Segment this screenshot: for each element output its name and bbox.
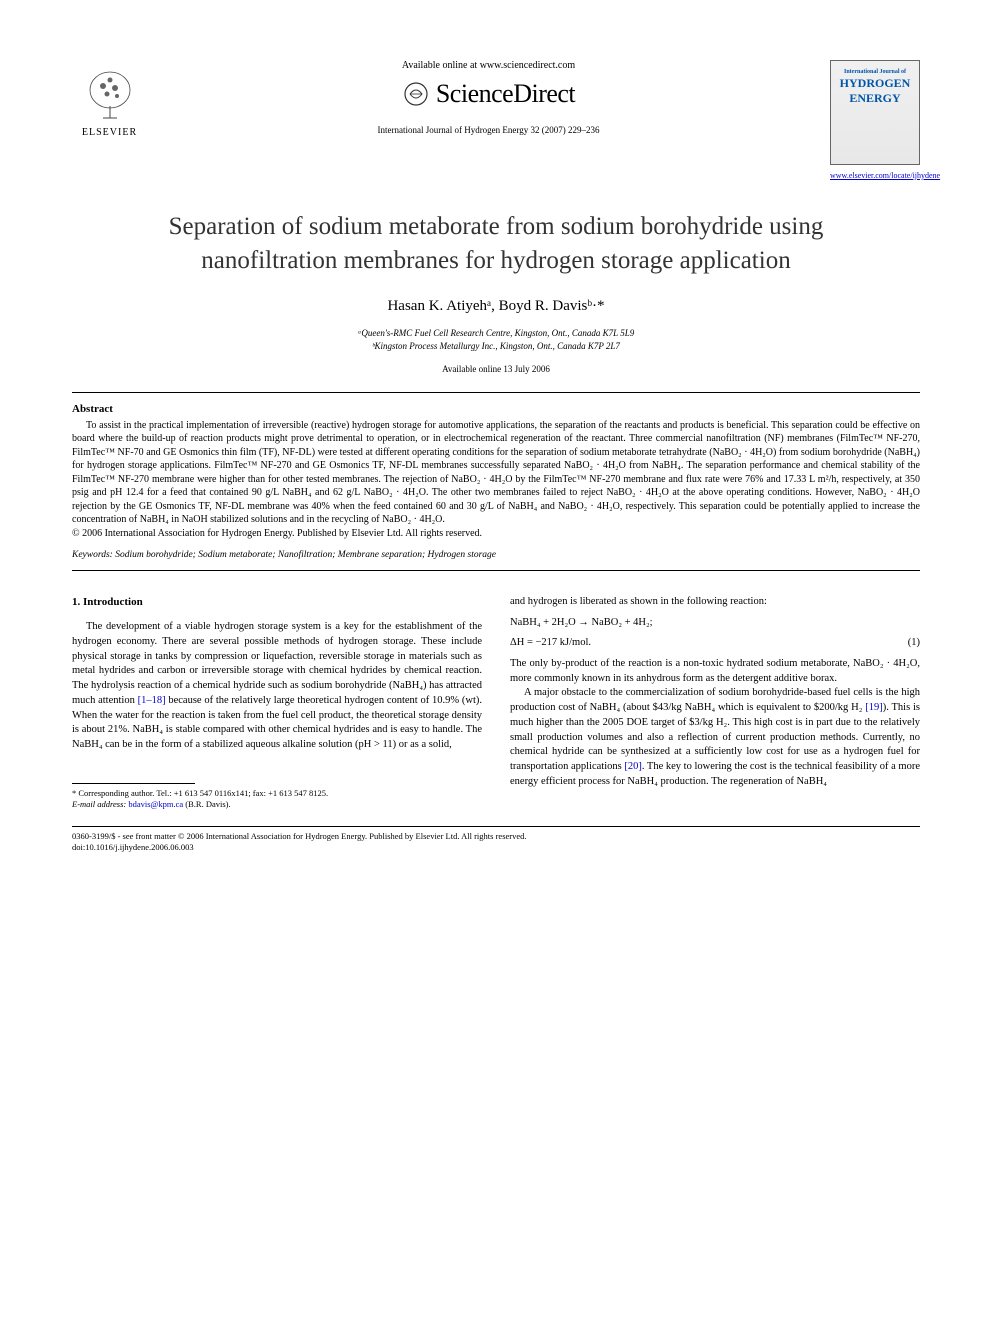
body-columns: 1. Introduction The development of a via… (72, 595, 920, 810)
paper-header: ELSEVIER Available online at www.science… (72, 60, 920, 180)
ref-link-20[interactable]: [20] (624, 761, 642, 772)
article-title: Separation of sodium metaborate from sod… (72, 210, 920, 278)
col2-para2: A major obstacle to the commercializatio… (510, 686, 920, 789)
corr-email: E-mail address: bdavis@kpm.ca (B.R. Davi… (72, 799, 482, 810)
journal-citation: International Journal of Hydrogen Energy… (167, 125, 810, 135)
abstract-copyright: © 2006 International Association for Hyd… (72, 528, 482, 539)
available-online-text: Available online at www.sciencedirect.co… (167, 60, 810, 71)
journal-cover: International Journal of HYDROGEN ENERGY… (830, 60, 920, 180)
footnote-separator (72, 783, 195, 784)
journal-cover-line2: HYDROGEN (840, 76, 911, 90)
journal-cover-line1: International Journal of (844, 69, 906, 76)
ref-link-1-18[interactable]: [1–18] (138, 695, 166, 706)
affiliations: ᵃQueen's-RMC Fuel Cell Research Centre, … (72, 327, 920, 354)
affiliation-b: ᵇKingston Process Metallurgy Inc., Kings… (72, 340, 920, 354)
journal-cover-line3: ENERGY (849, 91, 900, 105)
equation-1: NaBH₄ + 2H₂O → NaBO₂ + 4H₂; (510, 616, 920, 631)
abstract-text: To assist in the practical implementatio… (72, 419, 920, 541)
keywords-text: Sodium borohydride; Sodium metaborate; N… (113, 550, 496, 560)
ref-link-19[interactable]: [19] (865, 702, 883, 713)
sciencedirect-name: ScienceDirect (436, 79, 575, 109)
equation-2: ΔH = −217 kJ/mol. (1) (510, 636, 920, 651)
footer-separator (72, 826, 920, 827)
col2-para1: The only by-product of the reaction is a… (510, 657, 920, 686)
publisher-name: ELSEVIER (82, 127, 137, 138)
corresponding-footnote: * Corresponding author. Tel.: +1 613 547… (72, 788, 482, 810)
intro-paragraph-1: The development of a viable hydrogen sto… (72, 620, 482, 752)
center-header: Available online at www.sciencedirect.co… (147, 60, 830, 135)
equation-2-number: (1) (908, 636, 920, 651)
sciencedirect-icon (402, 80, 430, 108)
available-date: Available online 13 July 2006 (72, 364, 920, 374)
col2-intro: and hydrogen is liberated as shown in th… (510, 595, 920, 610)
corr-author-info: * Corresponding author. Tel.: +1 613 547… (72, 788, 482, 799)
abstract-body: To assist in the practical implementatio… (72, 420, 920, 526)
abstract-heading: Abstract (72, 403, 920, 415)
footer-doi: doi:10.1016/j.ijhydene.2006.06.003 (72, 842, 920, 853)
equation-1-left: NaBH₄ + 2H₂O → NaBO₂ + 4H₂; (510, 616, 653, 631)
email-link[interactable]: bdavis@kpm.ca (128, 799, 183, 809)
column-right: and hydrogen is liberated as shown in th… (510, 595, 920, 810)
separator-line (72, 392, 920, 393)
column-left: 1. Introduction The development of a via… (72, 595, 482, 810)
separator-line-2 (72, 570, 920, 571)
elsevier-tree-icon (75, 68, 145, 123)
elsevier-logo: ELSEVIER (72, 60, 147, 145)
keywords: Keywords: Sodium borohydride; Sodium met… (72, 550, 920, 560)
affiliation-a: ᵃQueen's-RMC Fuel Cell Research Centre, … (72, 327, 920, 341)
keywords-label: Keywords: (72, 550, 113, 560)
section-heading-intro: 1. Introduction (72, 595, 482, 610)
equation-2-left: ΔH = −217 kJ/mol. (510, 636, 591, 651)
footer-line1: 0360-3199/$ - see front matter © 2006 In… (72, 831, 920, 842)
journal-cover-box: International Journal of HYDROGEN ENERGY (830, 60, 920, 165)
sciencedirect-logo: ScienceDirect (167, 79, 810, 109)
authors: Hasan K. Atiyehᵃ, Boyd R. Davisᵇ·* (72, 298, 920, 315)
footer-text: 0360-3199/$ - see front matter © 2006 In… (72, 831, 920, 853)
journal-website-link[interactable]: www.elsevier.com/locate/ijhydene (830, 171, 920, 180)
